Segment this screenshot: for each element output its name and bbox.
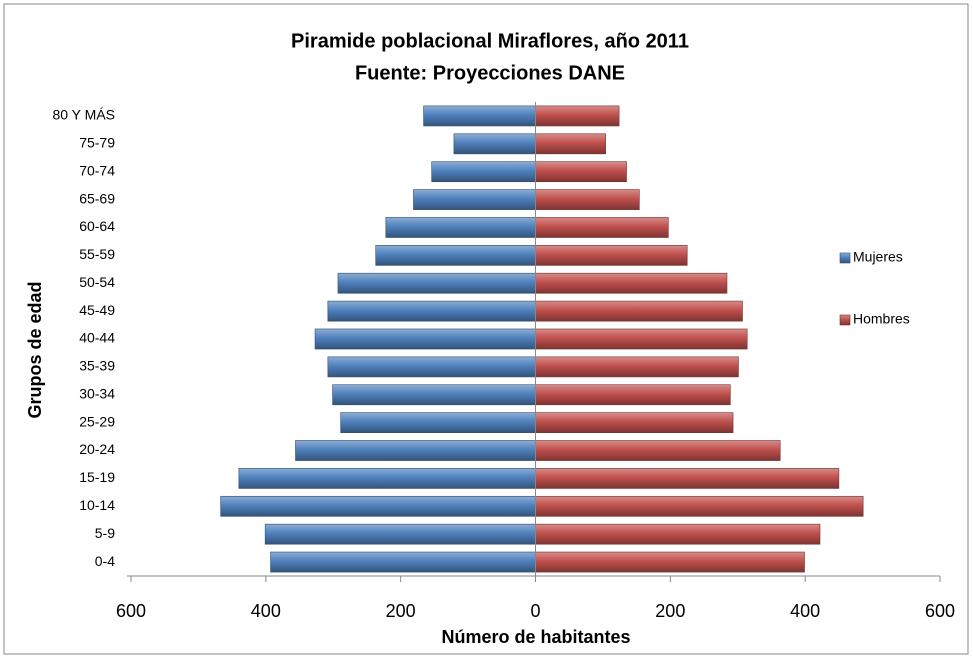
bar: [535, 523, 821, 545]
x-tick-label: 400: [251, 601, 281, 621]
bar: [423, 105, 536, 127]
y-tick-label: 80 Y MÁS: [52, 107, 115, 123]
legend-label: Mujeres: [853, 249, 903, 265]
bar: [340, 412, 536, 433]
bar: [535, 551, 805, 573]
x-tick-label: 0: [530, 601, 540, 621]
y-tick-label: 15-19: [79, 469, 115, 485]
chart-subtitle: Fuente: Proyecciones DANE: [355, 62, 625, 84]
bar: [337, 272, 536, 294]
bar: [535, 133, 606, 155]
y-axis-label: Grupos de edad: [25, 281, 45, 418]
bar: [535, 468, 840, 489]
x-tick-label: 200: [386, 601, 416, 621]
bar: [535, 356, 739, 378]
legend-label: Hombres: [853, 311, 910, 327]
y-tick-label: 55-59: [79, 246, 115, 262]
bar: [535, 495, 864, 517]
y-tick-label: 30-34: [79, 385, 115, 401]
x-tick-label: 600: [925, 601, 955, 621]
chart-title: Piramide poblacional Miraflores, año 201…: [291, 30, 689, 52]
bar: [270, 551, 536, 573]
y-tick-label: 75-79: [79, 135, 115, 151]
x-tick-label: 600: [116, 601, 146, 621]
y-tick-label: 65-69: [79, 190, 115, 206]
bar: [453, 133, 536, 155]
legend-marker: [839, 252, 851, 264]
y-tick-label: 35-39: [79, 358, 115, 374]
bar: [413, 189, 536, 210]
bar: [314, 328, 536, 350]
bar: [535, 217, 669, 238]
bar: [327, 356, 536, 378]
y-tick-label: 5-9: [95, 525, 115, 541]
bar: [535, 300, 743, 322]
x-axis-label: Número de habitantes: [441, 627, 630, 647]
y-tick-label: 45-49: [79, 302, 115, 318]
bar: [535, 328, 748, 350]
bar: [295, 440, 536, 461]
bar: [535, 412, 734, 433]
bar: [238, 468, 536, 489]
x-tick-label: 400: [790, 601, 820, 621]
bar: [535, 189, 640, 210]
y-tick-label: 70-74: [79, 162, 115, 178]
y-tick-label: 25-29: [79, 413, 115, 429]
bar: [375, 245, 536, 266]
bar: [535, 272, 728, 294]
legend-marker: [839, 314, 851, 326]
y-tick-label: 50-54: [79, 274, 115, 290]
bar: [385, 217, 536, 238]
bar: [535, 384, 731, 406]
bar: [535, 440, 781, 461]
bar: [220, 495, 536, 517]
bar: [535, 161, 627, 183]
bar: [431, 161, 536, 183]
y-tick-label: 40-44: [79, 330, 115, 346]
bar: [535, 105, 620, 127]
bar: [264, 523, 536, 545]
y-tick-label: 0-4: [95, 553, 115, 569]
bar: [535, 245, 688, 266]
x-tick-label: 200: [655, 601, 685, 621]
y-tick-label: 20-24: [79, 441, 115, 457]
bar: [332, 384, 536, 406]
bar: [327, 300, 536, 322]
y-tick-label: 60-64: [79, 218, 115, 234]
y-tick-label: 10-14: [79, 497, 115, 513]
